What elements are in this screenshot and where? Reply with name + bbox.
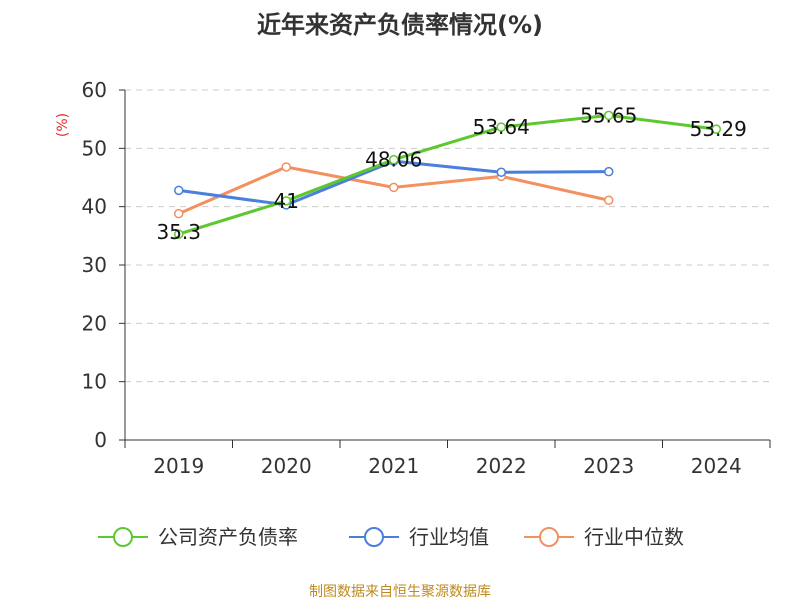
y-tick-label: 0 [94,428,107,452]
data-label: 53.64 [473,115,530,139]
legend-label: 行业中位数 [584,525,684,549]
x-tick-label: 2024 [691,454,742,478]
x-tick-label: 2021 [368,454,419,478]
x-tick-label: 2019 [153,454,204,478]
y-tick-label: 50 [82,136,107,160]
axes: 0 10 20 30 40 50 60 2019 2020 2021 2022 2023 2024 [82,78,771,478]
data-point [711,124,721,134]
data-point [604,166,614,177]
data-label: 48.06 [365,148,422,172]
legend-swatch-marker [539,527,559,547]
chart-title: 近年来资产负债率情况(%) [257,11,543,39]
data-point [496,122,506,132]
legend: 公司资产负债率 行业均值 行业中位数 [98,525,684,549]
data-point [496,167,506,177]
data-label: 53.29 [690,117,747,141]
data-point [604,110,614,121]
data-label: 55.65 [580,103,637,127]
y-tick-label: 10 [82,370,107,394]
x-tick-label: 2022 [476,454,527,478]
y-axis-unit: (%) [55,113,71,137]
x-tick-label: 2020 [261,454,312,478]
source-note: 制图数据来自恒生聚源数据库 [309,584,491,600]
data-label: 41 [274,189,299,213]
series-lines [174,110,721,239]
data-label: 35.3 [156,220,201,244]
data-point [174,229,184,239]
series-line [178,113,717,236]
y-tick-label: 30 [82,253,107,277]
grid-lines [125,89,770,383]
data-point [389,154,399,165]
data-point [604,195,614,205]
y-tick-label: 40 [82,195,107,219]
x-tick-label: 2023 [583,454,634,478]
data-point [281,162,291,172]
data-point [389,182,399,193]
data-labels: 35.3 41 48.06 53.64 55.65 53.29 [156,103,746,244]
legend-swatch-marker [113,527,133,547]
data-point [174,208,184,219]
data-point [281,196,291,206]
legend-label: 行业均值 [409,525,489,549]
y-tick-label: 20 [82,311,107,335]
data-point [174,185,184,196]
legend-label: 公司资产负债率 [158,525,298,549]
legend-swatch-marker [364,527,384,547]
y-tick-label: 60 [82,78,107,102]
